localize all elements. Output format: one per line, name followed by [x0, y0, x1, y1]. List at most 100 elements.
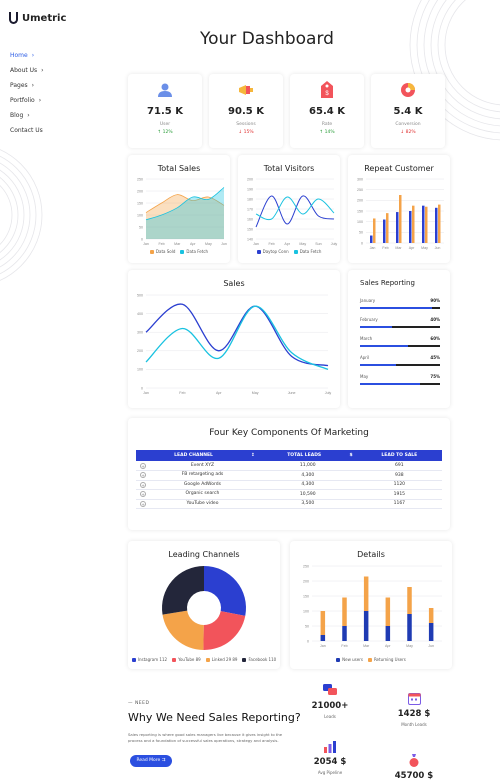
- why-title: Why We Need Sales Reporting?: [128, 711, 301, 724]
- expand-row-icon[interactable]: +: [140, 472, 146, 479]
- repeat-customer-card: Repeat Customer 0 50 100 150 200 250 300 Jan Feb…: [348, 155, 450, 263]
- legend-swatch: [180, 250, 185, 254]
- stat-card-conversion: 5.4 K Conversion ↓ 82%: [371, 74, 445, 148]
- header-label: LEAD TO SALE: [381, 453, 418, 458]
- table-cell: 691: [356, 461, 442, 471]
- bar: [399, 195, 402, 243]
- y-tick-label: 160: [247, 217, 253, 221]
- sort-icon[interactable]: $: [349, 453, 353, 458]
- expand-row-icon[interactable]: +: [140, 500, 146, 507]
- stat-label: Conversion: [395, 122, 421, 127]
- donut-slice: [204, 566, 246, 616]
- x-tick-label: Feb: [268, 242, 274, 246]
- legend-item: YouTube 89: [172, 657, 201, 662]
- chat-bubbles-icon: [300, 684, 360, 697]
- sales-reporting-card: Sales Reporting January 90% February 40% Mar…: [348, 270, 450, 408]
- y-tick-label: 50: [139, 225, 143, 229]
- legend-item: Linked 29 89: [205, 657, 237, 662]
- legend-item: Data Fetch: [180, 249, 208, 254]
- chart-title: Total Sales: [157, 164, 201, 173]
- donut-slice: [162, 566, 204, 615]
- chevron-right-icon: ›: [31, 82, 35, 89]
- y-tick-label: 170: [247, 207, 253, 211]
- table-row[interactable]: + Organic search 10,590 1915: [136, 489, 442, 500]
- line-series-0: [145, 303, 329, 367]
- bar: [342, 597, 347, 626]
- sales-report-labels: March 60%: [360, 336, 440, 341]
- marketing-card: Four Key Components Of Marketing LEAD CH…: [128, 418, 450, 530]
- expand-row-icon[interactable]: +: [140, 491, 146, 498]
- table-row[interactable]: + FB retargeting ads 4,300 938: [136, 470, 442, 481]
- page-title: Your Dashboard: [200, 29, 334, 49]
- total-visitors-chart: 140 150 160 170 180 190 200 Jan Feb Apr May Sun July: [247, 177, 337, 246]
- progress-fill: [360, 345, 408, 347]
- legend: Daytop Conn Data Fetch: [238, 249, 340, 254]
- chevron-right-icon: ›: [31, 52, 35, 59]
- column-header[interactable]: TOTAL LEADS $: [258, 450, 357, 461]
- x-tick-label: May: [421, 246, 428, 250]
- table-row[interactable]: + YouTube video 3,500 1167: [136, 499, 442, 509]
- legend: New users Returning Users: [290, 657, 452, 662]
- leading-channels-donut: [162, 566, 246, 650]
- bar: [386, 213, 389, 243]
- month-label: May: [360, 374, 369, 379]
- legend-swatch: [172, 658, 177, 662]
- nav-item-home[interactable]: Home ›: [10, 48, 47, 63]
- legend-swatch: [205, 658, 210, 662]
- y-tick-label: 0: [361, 241, 363, 245]
- chevron-right-icon: ›: [38, 97, 42, 104]
- legend-label: Instagram 112: [137, 657, 168, 662]
- column-header[interactable]: LEAD TO SALE: [356, 450, 442, 461]
- table-row[interactable]: + Google AdWords 4,300 1120: [136, 480, 442, 490]
- y-tick-label: 250: [303, 564, 309, 568]
- nav-menu: Home › About Us › Pages › Portfolio › Blog › Conta…: [10, 48, 47, 138]
- x-tick-label: May: [299, 242, 306, 246]
- nav-label: Pages: [10, 82, 28, 89]
- month-label: February: [360, 317, 378, 322]
- kpi-label: Avg Pipeline: [317, 770, 343, 775]
- bar: [425, 206, 428, 243]
- column-header[interactable]: LEAD CHANNEL ↕: [136, 450, 259, 461]
- nav-item-pages[interactable]: Pages ›: [10, 78, 47, 93]
- sidebar: Umetric Home › About Us › Pages › Portfolio › Bl…: [0, 0, 118, 779]
- percent-label: 90%: [430, 298, 440, 303]
- bar: [409, 211, 412, 243]
- legend: Instagram 112 YouTube 89 Linked 29 89 Faceb…: [128, 657, 280, 662]
- nav-item-about-us[interactable]: About Us ›: [10, 63, 47, 78]
- expand-row-icon[interactable]: +: [140, 481, 146, 488]
- table-row[interactable]: + Event XYZ 11,000 691: [136, 461, 442, 471]
- y-tick-label: 150: [303, 594, 309, 598]
- nav-label: Home: [10, 52, 28, 59]
- header-label: LEAD CHANNEL: [174, 453, 213, 458]
- bar: [435, 207, 438, 243]
- stat-card-rate: $65.4 K Rate ↑ 14%: [290, 74, 364, 148]
- nav-label: Blog: [10, 112, 24, 119]
- stat-change: ↑ 12%: [157, 130, 173, 135]
- table-cell: 1915: [356, 489, 442, 500]
- legend: Data Sold Data Fetch: [128, 249, 230, 254]
- legend-label: Data Sold: [155, 249, 176, 254]
- y-tick-label: 50: [359, 231, 363, 235]
- y-tick-label: 150: [137, 201, 143, 205]
- nav-item-contact-us[interactable]: Contact Us: [10, 123, 47, 138]
- percent-label: 40%: [430, 317, 440, 322]
- sales-report-labels: May 75%: [360, 374, 440, 379]
- legend-label: Daytop Conn: [262, 249, 289, 254]
- nav-item-portfolio[interactable]: Portfolio ›: [10, 93, 47, 108]
- sales-report-row: March 60%: [360, 336, 440, 347]
- logo[interactable]: Umetric: [9, 12, 66, 24]
- x-tick-label: Jan: [143, 242, 149, 246]
- y-tick-label: 100: [137, 368, 143, 372]
- table-cell: + Google AdWords: [136, 480, 259, 490]
- x-tick-label: Sun: [315, 242, 321, 246]
- sales-report-row: January 90%: [360, 298, 440, 309]
- table-cell: 4,300: [258, 480, 357, 490]
- sales-report-row: May 75%: [360, 374, 440, 385]
- progress-track: [360, 345, 440, 347]
- expand-row-icon[interactable]: +: [140, 462, 146, 469]
- read-more-button[interactable]: Read More ⇉: [130, 755, 172, 767]
- line-series-1: [255, 196, 335, 221]
- legend-swatch: [149, 250, 154, 254]
- nav-item-blog[interactable]: Blog ›: [10, 108, 47, 123]
- sort-icon[interactable]: ↕: [251, 453, 255, 458]
